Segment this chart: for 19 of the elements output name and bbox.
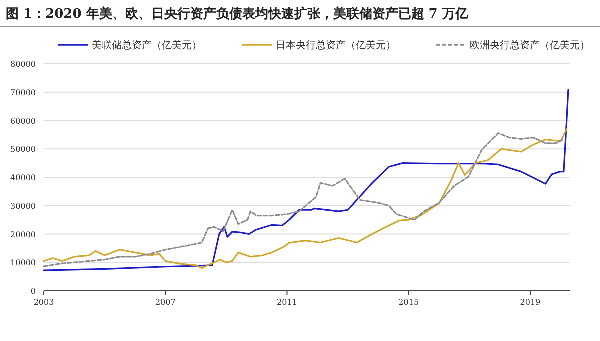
y-tick-label: 70000 [10,88,36,98]
y-tick-label: 10000 [10,258,36,268]
x-tick-label: 2003 [34,298,54,307]
y-tick-label: 20000 [10,230,36,240]
y-tick-label: 0 [30,287,36,296]
x-tick-label: 2011 [277,298,298,307]
y-tick-label: 30000 [10,202,36,211]
line-series [43,89,570,272]
legend-label: 日本央行总资产（亿美元） [276,40,396,52]
y-tick-label: 60000 [10,116,36,126]
chart-title: 图 1：2020 年美、欧、日央行资产负债表均快速扩张，美联储资产已超 7 万亿 [6,6,470,22]
y-tick-label: 40000 [10,174,36,182]
y-tick-label: 80000 [10,60,36,69]
legend-label: 美联储总资产（亿美元） [92,40,202,52]
legend-label: 欧洲央行总资产（亿美元） [470,40,590,52]
x-tick-label: 2015 [398,298,420,307]
y-tick-label: 50000 [10,145,36,154]
x-tick-label: 2019 [520,298,541,307]
x-tick-label: 2007 [155,298,176,307]
